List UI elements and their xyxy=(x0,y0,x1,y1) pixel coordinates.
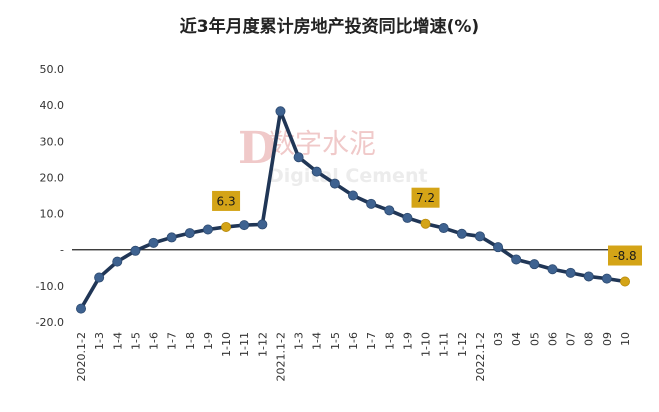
x-tick-label: 1-10 xyxy=(420,332,433,357)
x-tick-label: 2021.1-2 xyxy=(274,332,287,381)
data-point xyxy=(402,212,413,223)
x-tick-label: 1-9 xyxy=(202,332,215,350)
data-point xyxy=(583,271,594,282)
x-tick-label: 1-7 xyxy=(365,332,378,350)
y-axis: 50.0 40.0 30.0 20.0 10.0 - -10.0 -20.0 xyxy=(36,63,64,329)
x-tick-label: 1-8 xyxy=(383,332,396,350)
x-tick-label: 06 xyxy=(546,332,559,346)
highlight-point xyxy=(221,221,232,232)
data-point xyxy=(529,259,540,270)
watermark-logo: D xyxy=(238,123,276,174)
data-point xyxy=(130,245,141,256)
data-point xyxy=(184,228,195,239)
data-point xyxy=(239,220,250,231)
x-tick-label: 1-7 xyxy=(166,332,179,350)
x-tick-label: 1-10 xyxy=(220,332,233,357)
plot-area: 6.3 7.2 -8.8 xyxy=(72,106,642,314)
x-tick-label: 1-6 xyxy=(347,332,360,350)
y-tick-label: 30.0 xyxy=(40,135,65,148)
data-point xyxy=(166,232,177,243)
x-tick-label: 1-8 xyxy=(184,332,197,350)
data-label: 6.3 xyxy=(217,194,236,208)
highlight-point xyxy=(420,218,431,229)
x-tick-label: 1-12 xyxy=(256,332,269,357)
x-tick-label: 2020.1-2 xyxy=(75,332,88,381)
data-point xyxy=(511,254,522,265)
data-point xyxy=(329,178,340,189)
data-point xyxy=(366,198,377,209)
x-tick-label: 1-6 xyxy=(148,332,161,350)
data-point xyxy=(76,303,87,314)
data-point xyxy=(493,242,504,253)
x-axis: 2020.1-2 1-3 1-4 1-5 1-6 1-7 1-8 1-9 1-10 1-11 1-1… xyxy=(75,332,632,381)
data-point xyxy=(275,106,286,117)
data-point xyxy=(347,190,358,201)
data-point xyxy=(148,237,159,248)
x-tick-label: 1-3 xyxy=(293,332,306,350)
data-point xyxy=(311,166,322,177)
data-point xyxy=(601,273,612,284)
data-label-box xyxy=(411,187,440,208)
data-label: 7.2 xyxy=(416,191,435,205)
x-tick-label: 10 xyxy=(619,332,632,346)
highlight-point xyxy=(620,276,631,287)
x-tick-label: 2022.1-2 xyxy=(474,332,487,381)
x-tick-label: 09 xyxy=(601,332,614,346)
data-point xyxy=(384,205,395,216)
x-tick-label: 04 xyxy=(510,332,523,346)
y-tick-label: 10.0 xyxy=(40,208,65,221)
x-tick-label: 07 xyxy=(565,332,578,346)
data-label: -8.8 xyxy=(613,249,636,263)
y-tick-label: 20.0 xyxy=(40,171,65,184)
data-label-box xyxy=(608,245,642,266)
data-point xyxy=(474,231,485,242)
x-tick-label: 1-5 xyxy=(329,332,342,350)
data-point xyxy=(94,272,105,283)
x-tick-label: 1-4 xyxy=(111,332,124,350)
data-point xyxy=(257,219,268,230)
y-tick-label: -20.0 xyxy=(36,316,64,329)
x-tick-label: 08 xyxy=(583,332,596,346)
y-tick-label: - xyxy=(60,244,64,257)
watermark: D 数字水泥 Digital Cement xyxy=(238,123,428,187)
data-point xyxy=(112,256,123,267)
x-tick-label: 1-9 xyxy=(401,332,414,350)
x-tick-label: 03 xyxy=(492,332,505,346)
x-tick-label: 05 xyxy=(528,332,541,346)
y-tick-label: 40.0 xyxy=(40,99,65,112)
x-tick-label: 1-5 xyxy=(129,332,142,350)
x-tick-label: 1-11 xyxy=(438,332,451,357)
x-tick-label: 1-3 xyxy=(93,332,106,350)
data-label-box xyxy=(212,190,241,211)
chart-title: 近3年月度累计房地产投资同比增速(%) xyxy=(179,17,480,37)
watermark-en: Digital Cement xyxy=(268,165,428,187)
x-tick-label: 1-4 xyxy=(311,332,324,350)
watermark-cn: 数字水泥 xyxy=(268,129,376,160)
data-point xyxy=(202,224,213,235)
data-point xyxy=(547,264,558,275)
data-point xyxy=(293,152,304,163)
data-point xyxy=(438,223,449,234)
y-tick-label: 50.0 xyxy=(40,63,65,76)
x-tick-label: 1-12 xyxy=(456,332,469,357)
y-tick-label: -10.0 xyxy=(36,280,64,293)
data-point xyxy=(565,267,576,278)
data-point xyxy=(456,228,467,239)
x-tick-label: 1-11 xyxy=(238,332,251,357)
